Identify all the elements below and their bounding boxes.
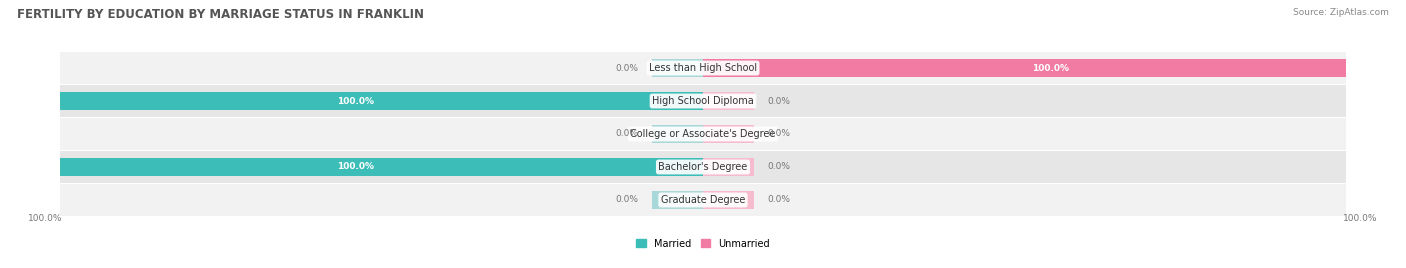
Text: Less than High School: Less than High School <box>650 63 756 73</box>
Text: 0.0%: 0.0% <box>616 195 638 204</box>
Text: FERTILITY BY EDUCATION BY MARRIAGE STATUS IN FRANKLIN: FERTILITY BY EDUCATION BY MARRIAGE STATU… <box>17 8 423 21</box>
Bar <box>60 52 1346 84</box>
Text: College or Associate's Degree: College or Associate's Degree <box>630 129 776 139</box>
Text: 100.0%: 100.0% <box>1032 64 1069 73</box>
Text: 100.0%: 100.0% <box>337 162 374 172</box>
Text: High School Diploma: High School Diploma <box>652 96 754 106</box>
Text: 100.0%: 100.0% <box>28 214 63 223</box>
Bar <box>703 158 755 176</box>
Bar <box>60 92 703 110</box>
Bar <box>651 59 703 77</box>
Bar <box>651 125 703 143</box>
Bar <box>703 59 1346 77</box>
Text: 0.0%: 0.0% <box>768 195 790 204</box>
Text: Source: ZipAtlas.com: Source: ZipAtlas.com <box>1294 8 1389 17</box>
Text: 0.0%: 0.0% <box>616 129 638 139</box>
Text: 0.0%: 0.0% <box>616 64 638 73</box>
Bar <box>703 191 755 209</box>
Bar <box>703 125 755 143</box>
Bar <box>60 118 1346 150</box>
Text: 100.0%: 100.0% <box>337 96 374 106</box>
Text: 0.0%: 0.0% <box>768 129 790 139</box>
Text: 100.0%: 100.0% <box>1343 214 1378 223</box>
Text: Graduate Degree: Graduate Degree <box>661 195 745 205</box>
Legend: Married, Unmarried: Married, Unmarried <box>633 235 773 253</box>
Text: 0.0%: 0.0% <box>768 162 790 172</box>
Bar <box>60 85 1346 117</box>
Bar <box>60 151 1346 183</box>
Bar <box>60 158 703 176</box>
Text: Bachelor's Degree: Bachelor's Degree <box>658 162 748 172</box>
Text: 0.0%: 0.0% <box>768 96 790 106</box>
Bar <box>651 191 703 209</box>
Bar <box>703 92 755 110</box>
Bar <box>60 184 1346 216</box>
